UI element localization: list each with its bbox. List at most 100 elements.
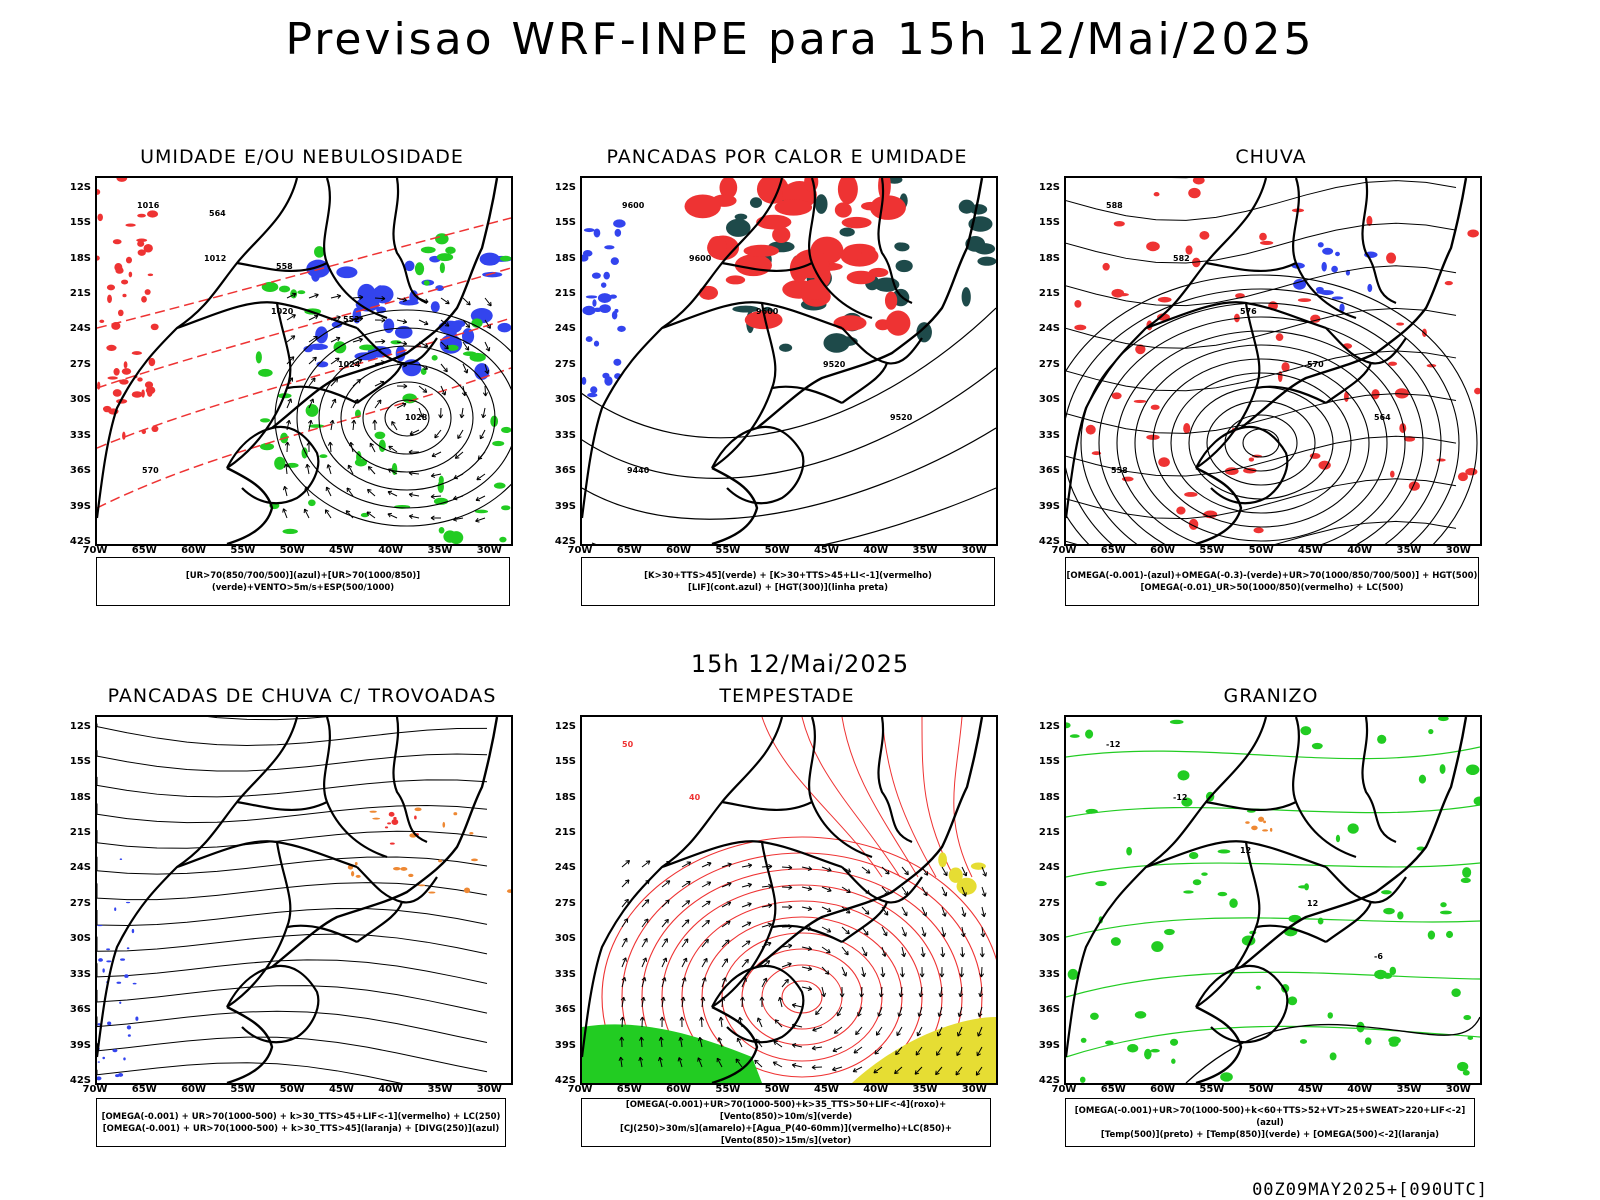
omega500-orange <box>1245 821 1250 824</box>
omega-red-area <box>1091 451 1102 456</box>
wind-vector <box>620 996 626 1002</box>
wind-vector <box>827 887 832 893</box>
lon-tick-label: 70W <box>567 1084 593 1095</box>
esp-red-dots <box>144 381 154 389</box>
wind-vector <box>981 906 985 917</box>
wind-vector <box>402 340 408 346</box>
wind-vector <box>418 319 429 325</box>
wind-vector <box>826 907 832 913</box>
wind-vector <box>286 441 289 453</box>
lat-tick-label: 42S <box>1038 1075 1060 1086</box>
wind-vector <box>961 906 966 917</box>
k-tts-area <box>894 242 906 251</box>
wind-vector <box>327 441 333 446</box>
country-border <box>721 261 813 273</box>
legend-line-2: [CJ(250)>30m/s](amarelo)+[Agua_P(40-60mm… <box>619 1123 953 1146</box>
wind-vector <box>624 898 629 904</box>
lc850-contour <box>601 836 996 1083</box>
wind-vector <box>475 495 486 501</box>
humidity-1000-area <box>439 262 445 274</box>
divg-blue-dots <box>97 1061 100 1063</box>
wind-vector <box>788 884 793 890</box>
temp850-contour <box>1066 1025 1480 1058</box>
wind-vector <box>462 319 470 328</box>
humidity-850-area <box>452 320 466 328</box>
wind-vector <box>419 413 424 418</box>
wind-vector <box>936 1051 941 1056</box>
contour-label: 1024 <box>338 360 361 369</box>
pressure-contour <box>296 327 511 509</box>
page-title: Previsao WRF-INPE para 15h 12/Mai/2025 <box>285 14 1315 65</box>
wind-vector <box>938 992 944 998</box>
wind-vector <box>761 885 772 888</box>
wind-vector <box>697 1036 703 1042</box>
esp-red-dots <box>148 357 156 367</box>
omega-red-area <box>1426 363 1437 368</box>
coastline <box>1195 717 1468 1083</box>
wind-vector <box>941 946 944 957</box>
temp850-contour <box>1177 770 1190 781</box>
wind-vector <box>716 1057 723 1068</box>
lat-tick-label: 24S <box>554 323 576 335</box>
humidity-1000-area <box>438 475 444 485</box>
country-border <box>841 901 889 943</box>
wind-vector <box>975 1066 983 1076</box>
omega-red-area <box>1444 281 1453 286</box>
wind-vector <box>408 470 413 476</box>
lon-tick-label: 55W <box>230 545 256 556</box>
lat-tick-label: 36S <box>554 465 576 477</box>
wind-vector <box>640 996 646 1002</box>
wind-vector <box>701 997 704 1008</box>
humidity-850-area <box>331 321 343 328</box>
hgt500-contour <box>1066 478 1457 520</box>
country-border <box>1325 362 1373 404</box>
omega-red-area <box>1259 232 1267 241</box>
wind-vector <box>430 494 435 500</box>
omega-red-area <box>1275 333 1284 342</box>
lat-tick-label: 42S <box>554 1075 576 1086</box>
lon-tick-label: 70W <box>1051 1084 1077 1095</box>
lon-tick-label: 40W <box>863 545 889 556</box>
wind-vector <box>821 866 832 872</box>
wind-vector <box>875 1031 881 1036</box>
lat-tick-label: 42S <box>1038 536 1060 547</box>
esp-red-dots <box>106 284 116 291</box>
wind-vector <box>465 323 471 328</box>
wind-vector <box>836 1006 843 1017</box>
wind-vector <box>726 920 731 926</box>
wind-vector <box>336 293 342 299</box>
wind-vector <box>369 442 375 448</box>
wind-vector <box>898 1006 903 1017</box>
wind-vector <box>735 1058 740 1063</box>
humidity-1000-area <box>297 290 306 295</box>
wind-vector <box>621 1016 624 1028</box>
lat-tick-label: 33S <box>69 968 91 980</box>
humidity-1000-area <box>414 262 425 276</box>
esp-red-dots <box>144 289 151 295</box>
lon-tick-label: 65W <box>616 1084 642 1095</box>
humidity-1000-area <box>423 280 430 286</box>
lat-tick-label: 12S <box>1038 720 1060 732</box>
wind-vector <box>324 509 330 514</box>
wind-vector <box>811 1064 816 1070</box>
lat-tick-label: 21S <box>69 288 91 300</box>
lif-contour <box>593 228 601 238</box>
temp850-contour <box>1439 910 1452 915</box>
wind-vector <box>874 1046 883 1055</box>
country-border <box>661 301 843 330</box>
temp850-contour <box>1127 1044 1139 1053</box>
omega-red-area <box>1248 457 1255 462</box>
temp850-contour <box>1090 1012 1099 1020</box>
divg-blue-dots <box>97 924 103 927</box>
wind-vector <box>716 1057 721 1063</box>
lat-tick-label: 27S <box>69 358 91 370</box>
wind-vector <box>792 1044 803 1048</box>
coastline <box>711 178 984 544</box>
wind-vector <box>852 1067 858 1073</box>
lif-contour <box>582 376 587 385</box>
wind-vector <box>826 948 831 954</box>
wind-vector <box>807 986 813 991</box>
omega-red-area <box>1297 298 1312 303</box>
esp-red-dots <box>137 240 145 247</box>
wind-vector <box>641 918 649 928</box>
